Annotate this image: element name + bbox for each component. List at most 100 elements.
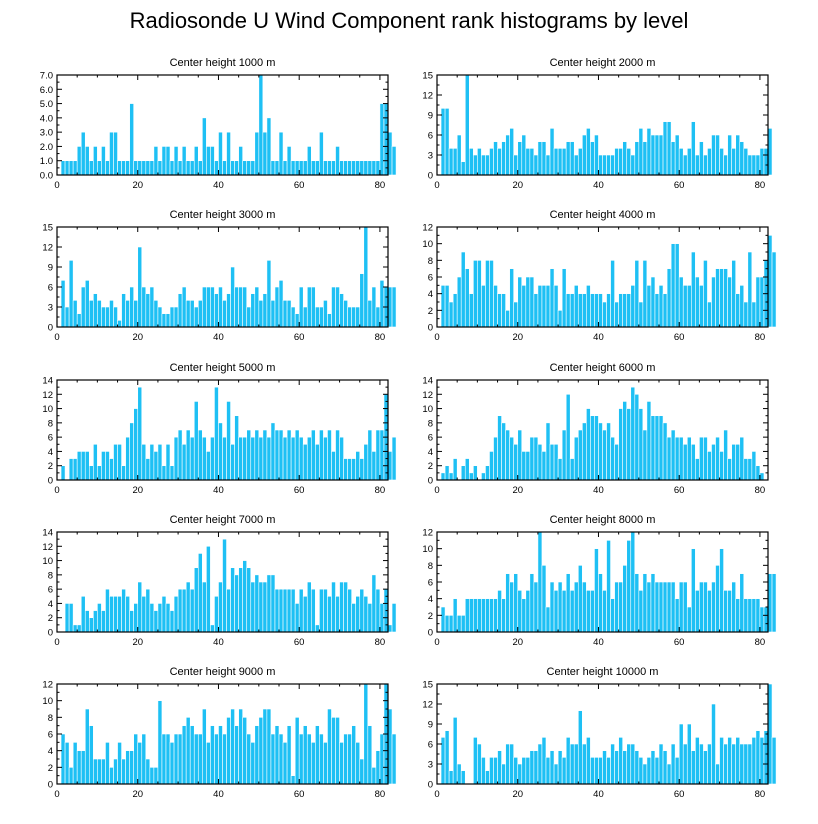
histogram-bar [755, 730, 761, 785]
histogram-bar [375, 160, 381, 176]
histogram-bar [173, 436, 179, 481]
y-tick-label: 4 [48, 599, 53, 610]
histogram-bar [294, 429, 300, 481]
x-tick-label: 80 [755, 332, 766, 343]
x-tick-label: 40 [213, 180, 224, 191]
panel-title: Center height 1000 m [170, 57, 276, 69]
histogram-bar [109, 595, 114, 633]
histogram-bar [743, 743, 749, 785]
histogram-bar [113, 306, 118, 328]
x-tick-label: 80 [755, 485, 766, 496]
histogram-bar [521, 598, 527, 633]
histogram-bar [113, 758, 118, 785]
histogram-bar [638, 128, 644, 176]
histogram-bar [177, 733, 183, 785]
histogram-bar [197, 733, 203, 785]
x-tick-label: 0 [54, 332, 59, 343]
histogram-bar [250, 293, 256, 328]
histogram-bar [565, 393, 571, 481]
histogram-bar [477, 260, 482, 328]
histogram-bar [343, 458, 348, 481]
histogram-bar [719, 737, 724, 785]
histogram-bar [529, 436, 535, 481]
histogram-bar [80, 595, 86, 633]
histogram-bar [557, 581, 563, 633]
histogram-bar [497, 148, 502, 176]
y-tick-label: 8 [428, 561, 433, 572]
histogram-bar [391, 733, 397, 785]
histogram-bar [606, 540, 611, 633]
histogram-bar [355, 160, 361, 176]
x-tick-label: 20 [512, 637, 523, 648]
histogram-bar [311, 429, 316, 481]
histogram-bar [541, 737, 547, 785]
histogram-bar [137, 386, 143, 481]
y-tick-label: 12 [422, 528, 433, 539]
histogram-bar [715, 763, 720, 785]
x-tick-label: 60 [674, 180, 685, 191]
histogram-bar [363, 443, 369, 481]
histogram-bar [84, 610, 90, 633]
histogram-bar [674, 757, 680, 785]
y-tick-label: 4 [428, 447, 433, 458]
histogram-bar [626, 743, 632, 785]
histogram-bar [719, 268, 724, 328]
bars [60, 226, 397, 328]
histogram-bar [234, 286, 239, 328]
histogram-bar [561, 590, 567, 633]
histogram-bar [250, 742, 256, 785]
y-tick-label: 0 [48, 323, 53, 334]
histogram-bar [444, 108, 450, 176]
histogram-bar [662, 581, 668, 633]
histogram-bar [590, 415, 595, 481]
histogram-bar [586, 285, 591, 328]
histogram-bar [569, 743, 575, 785]
histogram-bar [266, 436, 272, 481]
histogram-bar [509, 128, 514, 176]
histogram-bar [347, 160, 352, 176]
y-tick-label: 3.0 [40, 128, 53, 139]
x-tick-label: 0 [54, 637, 59, 648]
histogram-bar [137, 581, 143, 633]
histogram-bar [76, 451, 82, 481]
bars [64, 538, 397, 633]
histogram-bar [363, 683, 369, 785]
histogram-bar [525, 590, 531, 633]
histogram-bar [707, 451, 712, 481]
histogram-bar [315, 306, 320, 328]
histogram-bar [294, 313, 300, 328]
histogram-bar [711, 443, 716, 481]
histogram-bar [371, 574, 377, 633]
y-tick-label: 0 [48, 780, 53, 791]
histogram-bar [230, 443, 235, 481]
y-tick-label: 0.0 [40, 171, 53, 182]
histogram-bar [157, 700, 163, 785]
histogram-bar [759, 472, 765, 481]
histogram-bar [739, 436, 745, 481]
histogram-bar [189, 436, 195, 481]
histogram-bar [545, 606, 551, 633]
histogram-bar [315, 624, 320, 633]
histogram-bar [238, 567, 243, 633]
histogram-bar [258, 74, 264, 176]
histogram-bar [359, 273, 365, 328]
histogram-bar [68, 160, 74, 176]
histogram-bar [97, 160, 102, 176]
histogram-bar [521, 134, 527, 176]
histogram-bar [327, 429, 332, 481]
histogram-bar [157, 160, 163, 176]
histogram-bar [747, 251, 753, 328]
histogram-bar [222, 538, 227, 633]
histogram-bar [674, 243, 680, 328]
histogram-bar [76, 750, 82, 785]
histogram-bar [638, 590, 644, 633]
histogram-bar [202, 117, 207, 176]
histogram-bar [549, 443, 555, 481]
histogram-bar [117, 160, 122, 176]
histogram-bar [460, 770, 466, 785]
histogram-bar [246, 429, 252, 481]
histogram-bar [509, 268, 514, 328]
histogram-bar [278, 733, 284, 785]
histogram-bar [719, 451, 724, 481]
histogram-bar [149, 767, 155, 785]
